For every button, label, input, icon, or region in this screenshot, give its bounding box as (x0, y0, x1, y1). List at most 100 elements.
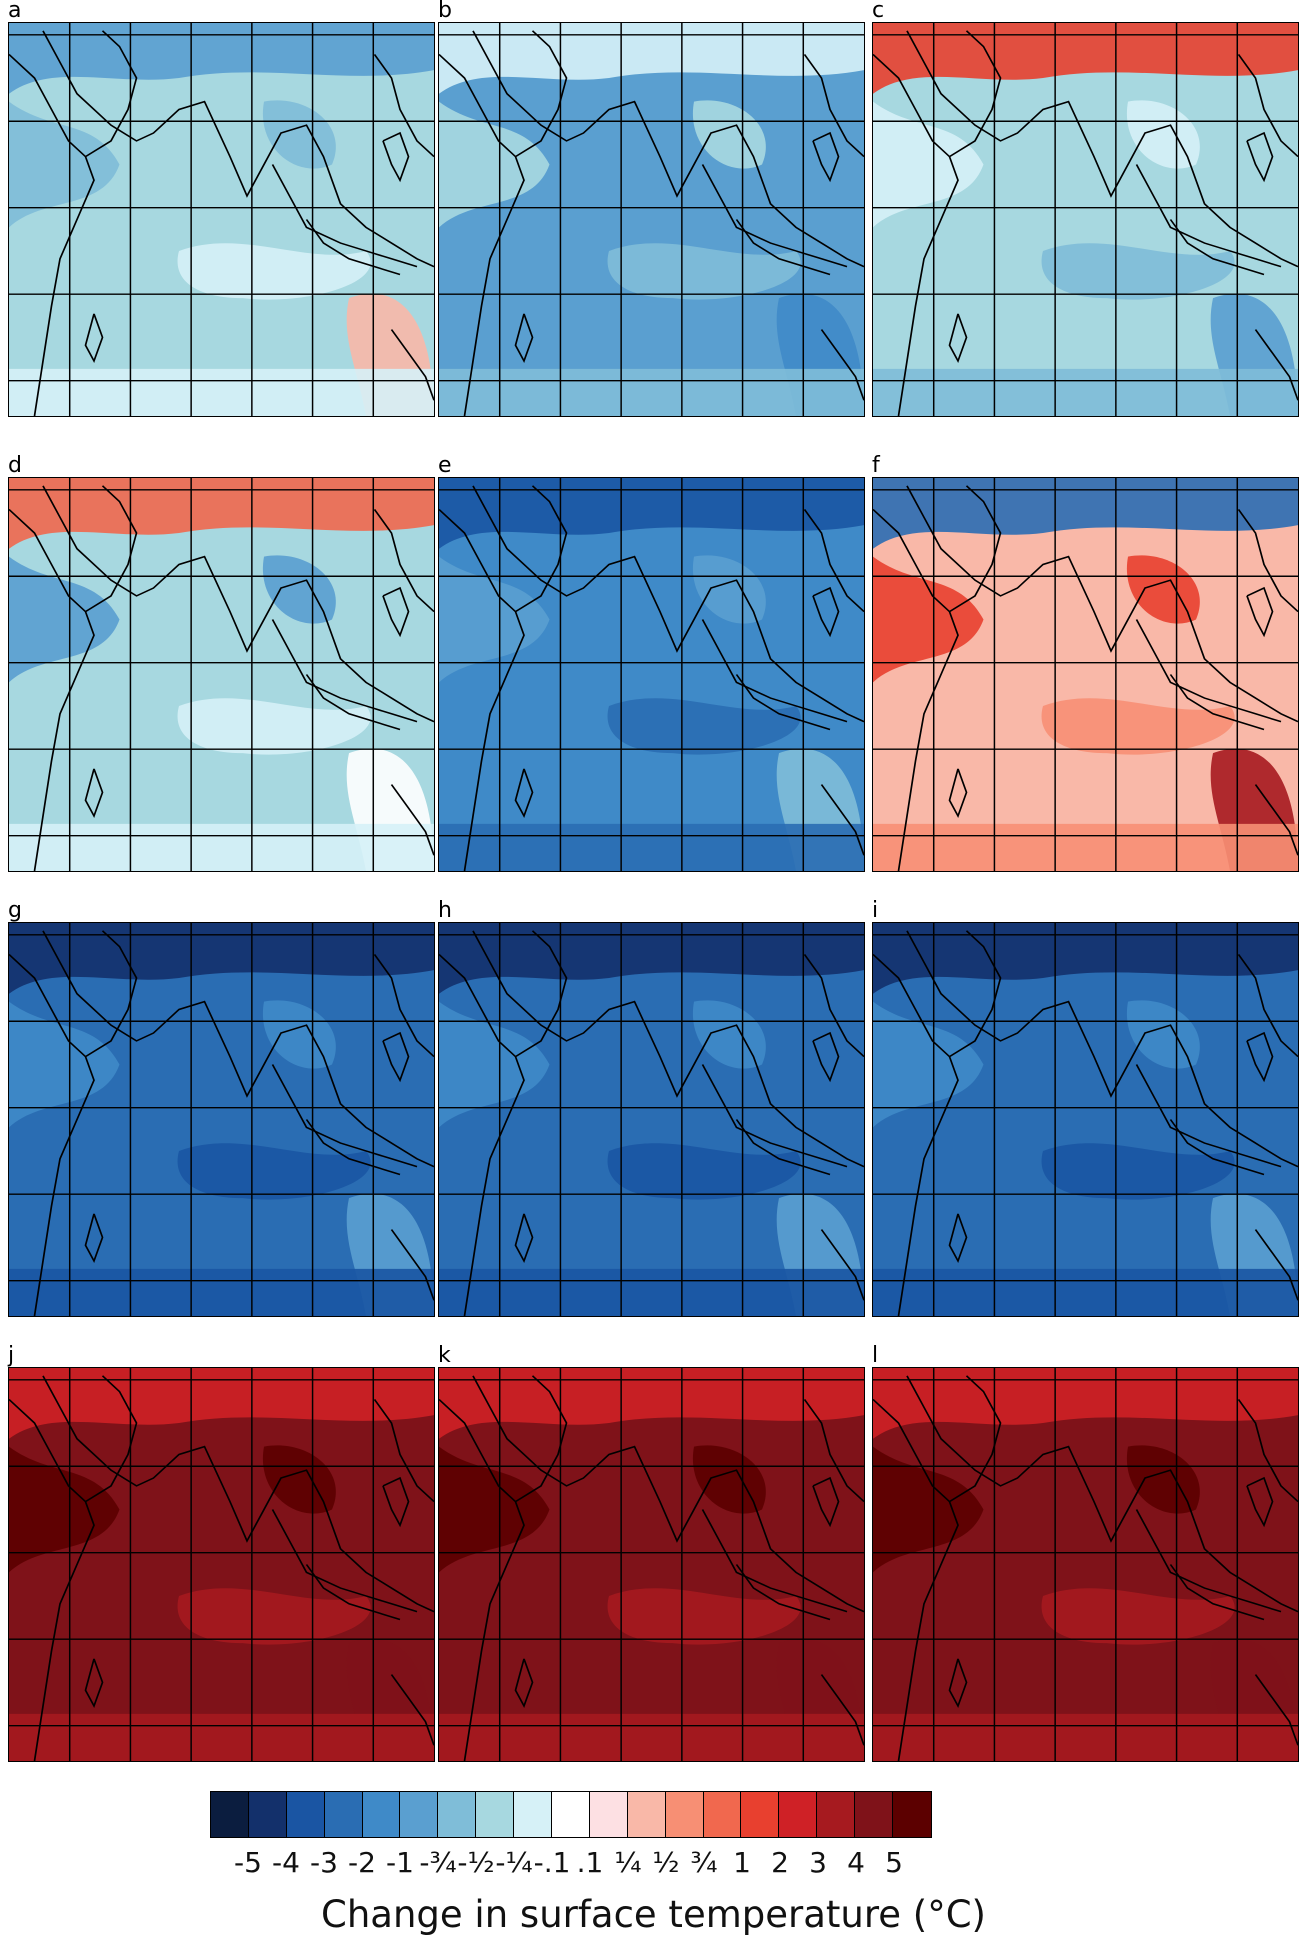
map-field-region (1126, 1445, 1200, 1514)
colorbar-tick-label: 4 (847, 1846, 865, 1879)
coastline (949, 485, 1002, 613)
coastline (373, 954, 434, 1058)
map-field-region (1126, 555, 1200, 624)
coastline (949, 930, 1002, 1058)
colorbar-swatch (211, 1792, 249, 1837)
map-field-region (873, 368, 1298, 416)
coastline (514, 768, 534, 819)
coastline (949, 30, 1002, 158)
coastline (84, 1213, 104, 1264)
map-field-region (262, 1445, 336, 1514)
colorbar-tick-label: -1 (386, 1846, 414, 1879)
colorbar-swatch (248, 1792, 287, 1837)
map-field-region (873, 23, 1298, 94)
map-field-region (177, 243, 371, 300)
coastline (1237, 1399, 1298, 1503)
map-field-region (262, 555, 336, 624)
coastline (85, 1375, 138, 1503)
coastline (515, 930, 568, 1058)
colorbar-tick-label: -¾ (419, 1846, 457, 1879)
coastline (85, 485, 138, 613)
coastline (373, 1399, 434, 1503)
map-panel-l: l (872, 1345, 1299, 1762)
coastline (1135, 619, 1282, 723)
coastline (42, 930, 434, 1168)
coastline (820, 1674, 864, 1746)
colorbar-swatch (438, 1792, 477, 1837)
coastline (382, 586, 410, 638)
map-field-region (177, 1143, 371, 1200)
coastline (735, 1119, 831, 1176)
coastline (42, 485, 434, 723)
colorbar-swatch (779, 1792, 818, 1837)
coastline (514, 313, 534, 364)
coastline (382, 1476, 410, 1528)
colorbar-tick-label: ½ (652, 1846, 680, 1879)
coastline (1169, 674, 1265, 731)
map-field-region (439, 1713, 864, 1761)
coastline (390, 784, 434, 856)
coastline (948, 313, 968, 364)
coastline (515, 30, 568, 158)
coastline (382, 1031, 410, 1083)
coastline (906, 30, 1298, 268)
map-field-region (1041, 243, 1235, 300)
coastline (701, 619, 848, 723)
coastline (803, 54, 864, 158)
coastline (1135, 1064, 1282, 1168)
coastline (1135, 1509, 1282, 1613)
coastline (9, 53, 95, 416)
map-field-region (1041, 698, 1235, 755)
map-k (438, 1367, 865, 1762)
colorbar-title: Change in surface temperature (°C) (321, 1893, 986, 1936)
coastline (873, 953, 959, 1316)
panel-label-c: c (872, 0, 885, 23)
map-field-region (9, 478, 434, 549)
map-field-region (9, 23, 434, 94)
colorbar-swatch (286, 1792, 325, 1837)
coastline (1169, 219, 1265, 276)
colorbar-swatch (362, 1792, 401, 1837)
map-field-region (262, 100, 336, 169)
colorbar-tick-label: 5 (885, 1846, 903, 1879)
colorbar-swatch (476, 1792, 515, 1837)
coastline (305, 1119, 401, 1176)
coastline (812, 1031, 840, 1083)
map-field-region (873, 478, 1298, 549)
coastline (84, 313, 104, 364)
colorbar-tick-label: ¾ (690, 1846, 718, 1879)
map-d (8, 477, 435, 872)
coastline (812, 131, 840, 183)
coastline (820, 784, 864, 856)
panel-label-f: f (872, 453, 880, 478)
colorbar-swatch (552, 1792, 590, 1837)
coastline (1246, 131, 1274, 183)
coastline (803, 954, 864, 1058)
coastline (701, 1064, 848, 1168)
map-field-region (873, 923, 1298, 994)
map-field-region (439, 1001, 550, 1128)
coastline (906, 1375, 1298, 1613)
colorbar-tick-label: -4 (272, 1846, 300, 1879)
coastline (873, 53, 959, 416)
coastline (472, 1375, 864, 1613)
coastline (390, 1229, 434, 1301)
coastline (1135, 164, 1282, 268)
coastline (1237, 509, 1298, 613)
map-field-region (439, 923, 864, 994)
colorbar-tick-label: -¼ (495, 1846, 533, 1879)
colorbar-tick-label: 1 (733, 1846, 751, 1879)
coastline (515, 1375, 568, 1503)
coastline (948, 1658, 968, 1709)
map-field-region (9, 1368, 434, 1439)
map-field-region (873, 1368, 1298, 1439)
coastline (514, 1213, 534, 1264)
coastline (948, 1213, 968, 1264)
coastline (9, 953, 95, 1316)
map-field-region (873, 823, 1298, 871)
map-panel-j: j (8, 1345, 435, 1762)
map-field-region (439, 1368, 864, 1439)
coastline (1246, 1476, 1274, 1528)
colorbar-tick-label: -3 (310, 1846, 338, 1879)
coastline (873, 1398, 959, 1761)
